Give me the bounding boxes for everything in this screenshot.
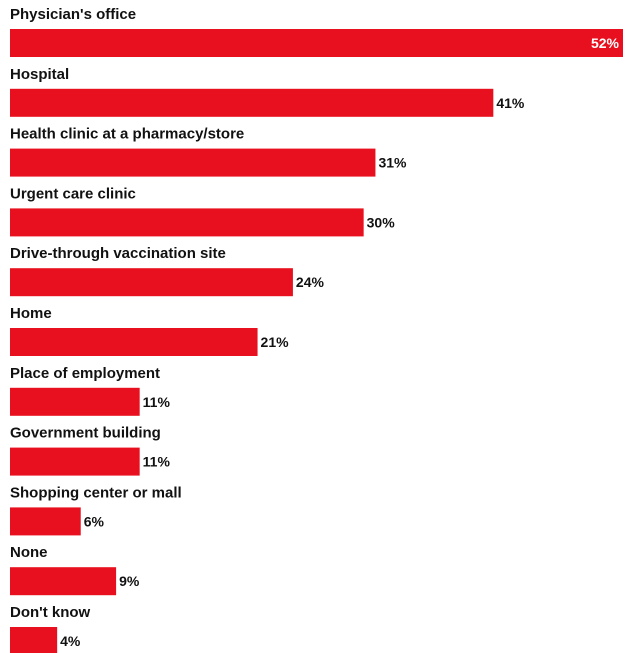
category-label-1: Hospital [10,66,69,83]
category-label-7: Government building [10,425,161,442]
bar-8 [10,507,81,536]
bar-10 [10,627,58,653]
category-label-2: Health clinic at a pharmacy/store [10,126,244,143]
bar-4 [10,268,293,297]
bar-3 [10,208,364,237]
bar-0 [10,29,623,57]
category-label-4: Drive-through vaccination site [10,245,226,262]
value-label-5: 21% [261,334,290,350]
value-label-6: 11% [143,394,171,410]
category-label-6: Place of employment [10,365,160,382]
category-label-5: Home [10,305,52,322]
category-label-8: Shopping center or mall [10,484,182,501]
category-label-0: Physician's office [10,6,136,23]
category-label-9: None [10,544,48,561]
value-label-2: 31% [378,155,407,171]
bar-5 [10,328,258,356]
value-label-0: 52% [591,35,620,51]
value-label-10: 4% [60,633,81,649]
bar-7 [10,447,140,476]
category-label-10: Don't know [10,604,91,621]
value-label-4: 24% [296,274,325,290]
value-label-3: 30% [367,214,396,230]
bar-9 [10,567,117,596]
value-label-1: 41% [496,95,525,111]
bar-1 [10,88,494,117]
value-label-8: 6% [84,513,105,529]
value-label-7: 11% [143,454,171,470]
bar-6 [10,387,140,416]
value-label-9: 9% [119,573,140,589]
category-label-3: Urgent care clinic [10,185,136,202]
bar-2 [10,148,376,177]
